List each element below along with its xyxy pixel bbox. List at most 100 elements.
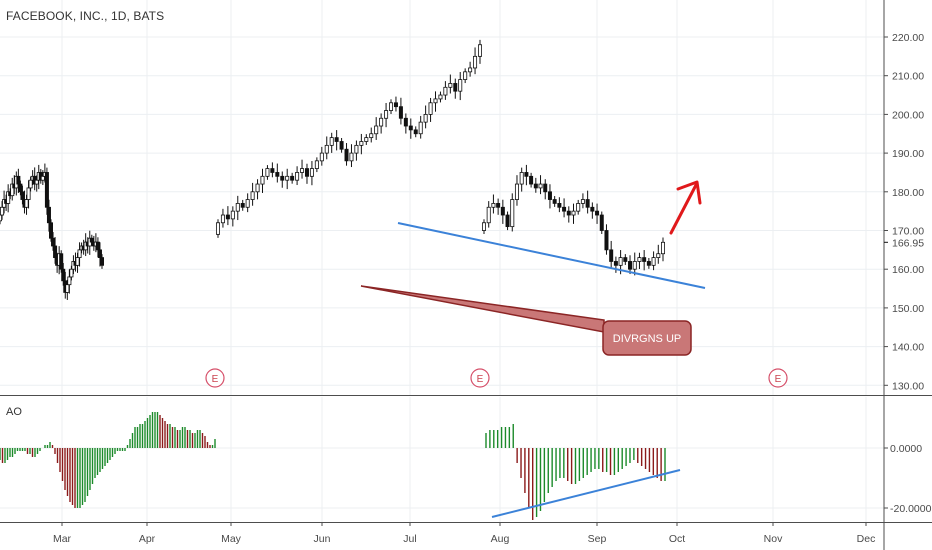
x-tick-label: Sep	[588, 533, 607, 545]
candle-body	[637, 257, 642, 262]
candle-body	[215, 222, 220, 235]
y-tick-label: 130.00	[892, 380, 924, 392]
candle-body	[552, 199, 557, 204]
y-tick-label: 140.00	[892, 342, 924, 354]
x-tick-label: Jul	[403, 533, 416, 545]
candle-body	[566, 210, 571, 216]
candle-body	[324, 144, 329, 154]
candle-body	[354, 144, 359, 154]
candle-body	[609, 249, 614, 262]
candle-body	[339, 141, 344, 150]
candle-body	[250, 191, 255, 200]
candle-body	[510, 199, 515, 228]
candle-body	[34, 179, 39, 185]
candle-body	[557, 203, 562, 208]
candle-body	[235, 203, 240, 212]
candle-body	[240, 203, 245, 208]
candle-body	[51, 237, 56, 247]
candle-body	[300, 168, 305, 173]
candle-body	[656, 253, 661, 258]
x-tick-label: Apr	[139, 533, 156, 545]
earnings-marker-icon	[768, 368, 788, 388]
up-arrow-shaft	[669, 183, 698, 235]
candle-body	[304, 168, 309, 177]
y-tick-label: 220.00	[892, 32, 924, 44]
candle-body	[613, 261, 618, 266]
candle-body	[295, 172, 300, 181]
x-tick-label: Aug	[491, 533, 510, 545]
candle-body	[468, 67, 473, 73]
y-tick-label: 160.00	[892, 264, 924, 276]
candle-body	[314, 160, 319, 169]
candle-body	[651, 257, 656, 266]
x-tick-label: Mar	[53, 533, 72, 545]
candle-body	[374, 125, 379, 135]
candle-body	[65, 284, 70, 293]
last-price-label: 166.95	[892, 237, 924, 249]
candle-body	[646, 261, 651, 266]
ao-y-tick-label: 0.0000	[890, 443, 922, 455]
candle-body	[329, 137, 334, 146]
annotation-layer: DIVRGNS UP E E E	[205, 180, 788, 518]
candle-body	[632, 261, 637, 270]
candle-body	[100, 257, 105, 266]
candle-body	[576, 203, 581, 212]
earnings-marker-icon	[470, 368, 490, 388]
candle-body	[245, 199, 250, 208]
candle-body	[95, 241, 100, 251]
candle-body	[533, 183, 538, 189]
candle-body	[280, 175, 285, 181]
candle-body	[491, 203, 496, 208]
candle-body	[590, 206, 595, 212]
candle-body	[16, 175, 21, 185]
candle-body	[585, 199, 590, 208]
candle-body	[24, 199, 29, 208]
candle-body	[20, 191, 25, 200]
candle-body	[458, 79, 463, 92]
candle-body	[270, 168, 275, 173]
candle-body	[384, 110, 389, 119]
candle-body	[595, 210, 600, 216]
candle-body	[18, 183, 23, 193]
y-tick-label: 180.00	[892, 187, 924, 199]
candle-body	[642, 257, 647, 262]
candle-body	[26, 187, 31, 200]
earnings-marker-label: E	[477, 374, 484, 385]
candle-body	[255, 183, 260, 193]
candle-body	[543, 183, 548, 193]
candle-body	[628, 261, 633, 270]
candle-body	[275, 172, 280, 177]
candle-body	[77, 249, 82, 258]
candle-body	[473, 55, 478, 69]
candle-body	[334, 137, 339, 142]
candle-body	[230, 210, 235, 220]
candle-body	[0, 214, 3, 222]
candle-body	[28, 179, 33, 189]
candle-body	[448, 83, 453, 88]
candle-body	[309, 168, 314, 177]
candle-body	[486, 206, 491, 224]
candle-body	[89, 237, 94, 243]
candle-body	[359, 141, 364, 146]
x-tick-label: Dec	[857, 533, 876, 545]
candle-body	[529, 175, 534, 185]
candle-body	[220, 214, 225, 224]
candle-body	[524, 172, 529, 177]
candle-body	[453, 83, 458, 92]
candle-body	[433, 98, 438, 104]
candle-body	[481, 222, 486, 231]
candle-body	[49, 222, 54, 239]
candle-body	[69, 268, 74, 278]
candle-body	[599, 214, 604, 231]
candle-body	[604, 230, 609, 251]
candle-body	[423, 114, 428, 123]
earnings-marker-label: E	[775, 374, 782, 385]
callout-pointer	[360, 285, 605, 333]
candle-body	[0, 206, 5, 216]
x-tick-label: Oct	[669, 533, 685, 545]
candle-body	[285, 175, 290, 181]
candle-body	[46, 206, 51, 224]
